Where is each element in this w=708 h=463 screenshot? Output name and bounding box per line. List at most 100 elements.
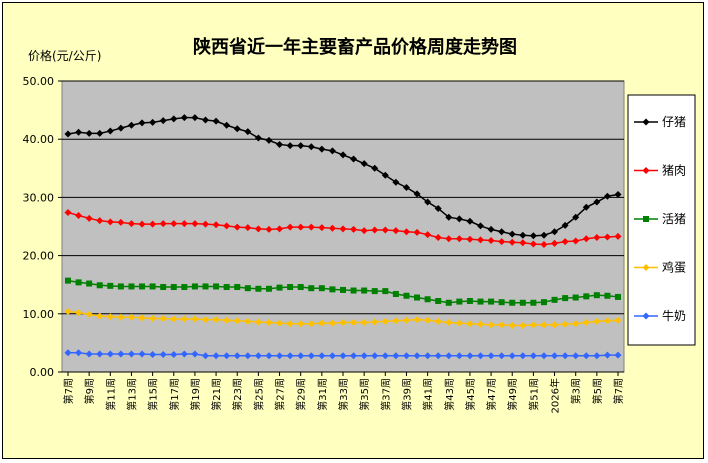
x-tick-label: 第13周 [125, 378, 138, 411]
data-point [455, 215, 463, 223]
legend-item: 猪肉 [634, 164, 686, 178]
series-3 [65, 277, 621, 306]
data-point [339, 225, 347, 233]
data-point [191, 283, 198, 290]
legend-item: 活猪 [634, 212, 686, 226]
data-point [445, 213, 453, 221]
data-point [339, 319, 347, 327]
data-point [529, 352, 537, 360]
data-point [424, 352, 432, 360]
legend-label: 仔猪 [662, 115, 686, 129]
data-point [434, 234, 442, 242]
data-point [265, 319, 273, 327]
data-point [508, 321, 516, 329]
data-point [572, 320, 580, 328]
data-point [615, 293, 621, 300]
data-point [139, 283, 146, 290]
data-point [286, 320, 294, 328]
data-point [265, 136, 273, 144]
data-point [328, 319, 336, 327]
data-point [477, 298, 484, 305]
data-point [286, 352, 294, 360]
data-point [318, 285, 325, 292]
data-point [392, 227, 400, 235]
data-point [498, 228, 506, 236]
data-point [540, 241, 548, 249]
data-point [350, 352, 358, 360]
data-point [212, 352, 220, 360]
x-tick-label: 第9周 [83, 378, 96, 404]
data-point [265, 285, 272, 292]
data-point [318, 224, 326, 232]
data-point [159, 314, 167, 322]
data-point [138, 220, 146, 228]
data-point [551, 228, 559, 236]
data-point [466, 320, 474, 328]
data-point [582, 352, 590, 360]
data-point [604, 292, 611, 299]
data-point [149, 220, 157, 228]
data-point [170, 315, 178, 323]
data-point [244, 128, 252, 136]
data-point [529, 240, 537, 248]
data-point [477, 236, 484, 244]
data-point [202, 352, 209, 360]
data-point [381, 352, 389, 360]
data-point [498, 321, 506, 329]
data-point [360, 319, 368, 327]
data-point [117, 350, 125, 358]
data-point [244, 224, 252, 232]
data-point [413, 316, 421, 324]
data-point [498, 352, 506, 360]
data-point [593, 198, 601, 206]
x-tick-label: 第37周 [379, 378, 392, 411]
x-tick-label: 第3周 [570, 378, 583, 404]
data-point [392, 291, 399, 298]
data-point [445, 299, 452, 306]
data-point [149, 314, 157, 322]
data-point [371, 288, 378, 295]
x-tick-label: 第39周 [400, 378, 413, 411]
legend [627, 94, 696, 346]
data-point [445, 319, 453, 327]
data-point [381, 226, 389, 234]
data-point [127, 313, 135, 321]
data-point [487, 321, 495, 329]
data-point [265, 352, 273, 360]
data-point [244, 317, 252, 325]
x-tick-label: 第33周 [337, 378, 350, 411]
data-point [180, 350, 188, 358]
data-point [614, 316, 622, 324]
data-point [434, 352, 442, 360]
x-tick-label: 第7周 [612, 378, 625, 404]
data-point [191, 220, 199, 228]
data-point [498, 299, 505, 306]
data-point [371, 318, 379, 326]
data-point [328, 352, 336, 360]
data-point [106, 127, 114, 135]
y-tick-label: 10.00 [23, 308, 55, 321]
data-point [572, 237, 580, 245]
data-point [107, 282, 114, 289]
data-point [159, 351, 167, 359]
series-2 [64, 209, 622, 249]
data-point [371, 226, 379, 234]
x-tick-label: 第45周 [464, 378, 477, 411]
data-point [276, 284, 283, 291]
data-point [509, 299, 516, 306]
data-point [529, 321, 537, 329]
data-point [85, 129, 93, 137]
data-point [128, 283, 135, 290]
data-point [75, 279, 82, 286]
data-point [64, 349, 72, 357]
data-point [106, 350, 114, 358]
data-point [614, 232, 622, 240]
data-point [329, 286, 336, 293]
y-tick-label: 0.00 [30, 366, 55, 379]
data-point [603, 192, 611, 200]
data-point [254, 134, 262, 142]
data-point [508, 352, 516, 360]
data-point [603, 351, 611, 359]
data-point [106, 218, 114, 226]
data-point [466, 352, 474, 360]
